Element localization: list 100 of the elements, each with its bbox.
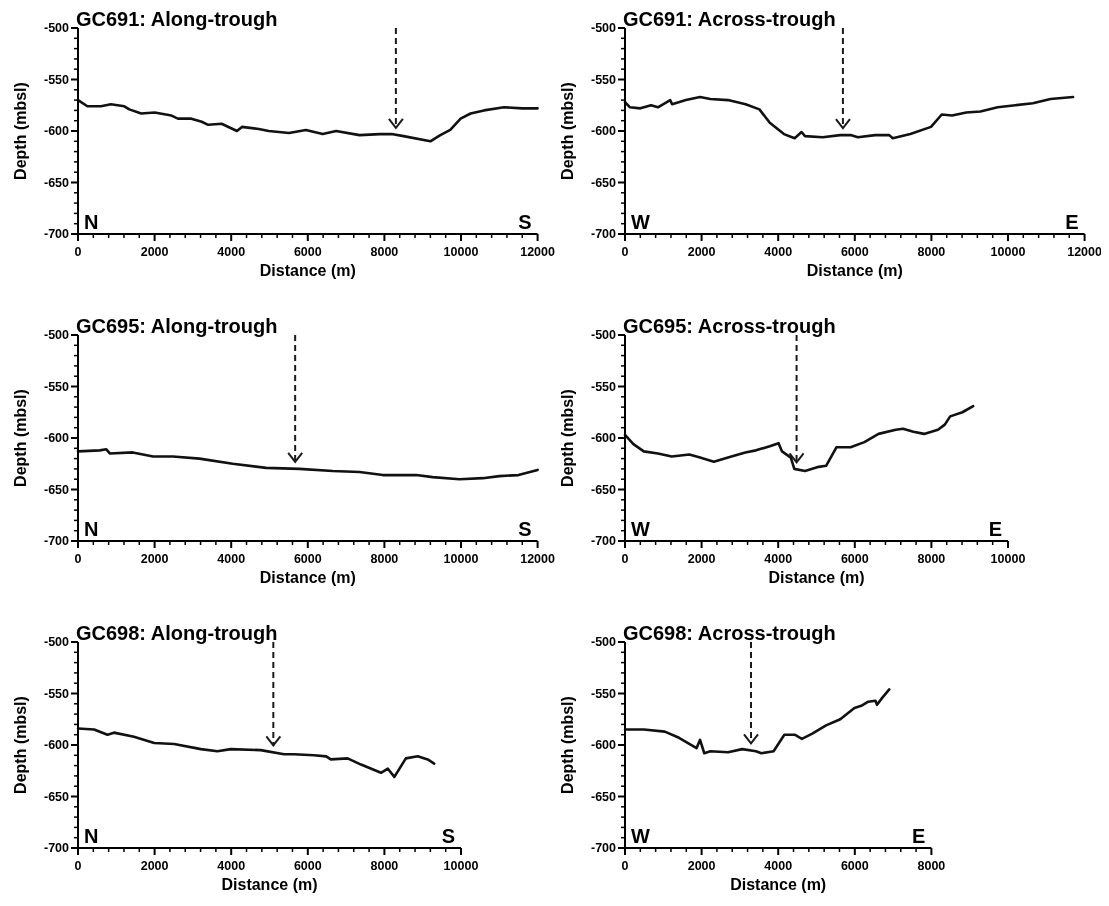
x-tick-label: 8000 [917,552,946,566]
line-series [623,95,1075,140]
y-tick-label: -700 [590,534,617,549]
annotation: S [518,518,532,540]
chart-title: GC698: Along-trough [76,622,278,644]
y-axis-title: Depth (mbsl) [559,82,576,180]
annotation: N [84,518,99,540]
annotation: W [631,518,650,540]
y-tick-label: -700 [43,534,70,549]
y-tick-label: -550 [590,379,617,394]
y-tick-label: -600 [590,124,617,139]
chart-title: GC691: Across-trough [623,8,836,30]
y-tick-label: -500 [590,21,617,36]
line-series [623,688,891,755]
x-axis-title: Distance (m) [221,876,318,893]
x-tick-label: 0 [621,859,629,873]
annotation: W [631,825,650,847]
y-tick-label: -600 [43,738,70,753]
x-tick-label: 10000 [443,552,479,566]
y-tick-label: -500 [43,21,70,36]
annotation: E [1065,211,1079,233]
x-axis-title: Distance (m) [768,569,865,586]
y-axis-title: Depth (mbsl) [12,82,29,180]
x-tick-label: 6000 [840,552,869,566]
x-tick-label: 6000 [840,859,869,873]
x-tick-label: 8000 [917,859,946,873]
x-tick-label: 0 [74,245,82,259]
y-tick-label: -650 [590,482,617,497]
y-tick-label: -550 [590,72,617,87]
x-tick-label: 8000 [370,552,399,566]
chart-title: GC695: Along-trough [76,315,278,337]
x-tick-label: 2000 [140,859,169,873]
y-axis-title: Depth (mbsl) [559,389,576,487]
y-tick-label: -550 [43,686,70,701]
x-tick-label: 4000 [217,552,246,566]
x-tick-label: 6000 [293,859,322,873]
annotation: N [84,211,99,233]
x-tick-label: 0 [74,859,82,873]
x-tick-label: 4000 [217,859,246,873]
annotation: E [912,825,926,847]
y-tick-label: -650 [590,175,617,190]
y-tick-label: -600 [43,124,70,139]
x-tick-label: 10000 [990,245,1026,259]
chart-title: GC698: Across-trough [623,622,836,644]
line-series [76,98,539,143]
x-tick-label: 2000 [140,245,169,259]
y-tick-label: -700 [43,227,70,242]
x-tick-label: 6000 [293,245,322,259]
chart-title: GC695: Across-trough [623,315,836,337]
annotation: W [631,211,650,233]
x-tick-label: 0 [74,552,82,566]
x-tick-label: 0 [621,552,629,566]
x-tick-label: 10000 [990,552,1026,566]
y-axis-title: Depth (mbsl) [12,696,29,794]
y-tick-label: -700 [590,227,617,242]
x-tick-label: 4000 [764,552,793,566]
x-tick-label: 8000 [917,245,946,259]
annotation: N [84,825,99,847]
line-series [76,727,436,779]
x-tick-label: 8000 [370,859,399,873]
x-axis-title: Distance (m) [259,262,356,279]
y-axis-title: Depth (mbsl) [559,696,576,794]
y-tick-label: -650 [43,482,70,497]
annotation: S [441,825,455,847]
x-tick-label: 4000 [217,245,246,259]
x-tick-label: 4000 [764,245,793,259]
x-tick-label: 12000 [520,245,556,259]
chart-title: GC691: Along-trough [76,8,278,30]
x-tick-label: 4000 [764,859,793,873]
y-tick-label: -700 [590,841,617,856]
line-series [623,404,975,473]
y-tick-label: -500 [43,635,70,650]
x-tick-label: 2000 [687,552,716,566]
annotation: E [988,518,1002,540]
y-tick-label: -500 [590,635,617,650]
y-tick-label: -650 [43,789,70,804]
y-tick-label: -550 [590,686,617,701]
y-tick-label: -700 [43,841,70,856]
y-tick-label: -600 [590,431,617,446]
y-tick-label: -650 [43,175,70,190]
annotation: S [518,211,532,233]
x-tick-label: 12000 [520,552,556,566]
y-tick-label: -500 [590,328,617,343]
y-tick-label: -650 [590,789,617,804]
x-tick-label: 6000 [293,552,322,566]
x-tick-label: 2000 [687,245,716,259]
y-tick-label: -600 [590,738,617,753]
x-tick-label: 0 [621,245,629,259]
y-axis-title: Depth (mbsl) [12,389,29,487]
y-tick-label: -550 [43,379,70,394]
y-tick-label: -550 [43,72,70,87]
x-tick-label: 6000 [840,245,869,259]
x-tick-label: 2000 [687,859,716,873]
x-axis-title: Distance (m) [730,876,827,893]
y-tick-label: -600 [43,431,70,446]
x-axis-title: Distance (m) [806,262,903,279]
y-tick-label: -500 [43,328,70,343]
x-axis-title: Distance (m) [259,569,356,586]
x-tick-label: 10000 [443,859,479,873]
x-tick-label: 2000 [140,552,169,566]
